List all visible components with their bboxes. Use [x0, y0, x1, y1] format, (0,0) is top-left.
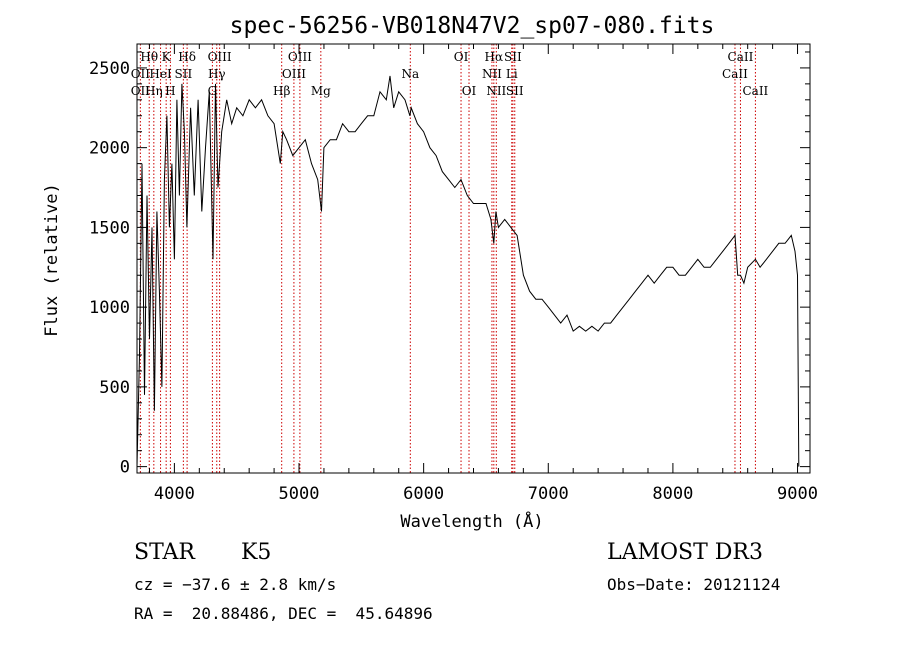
- line-label: Li: [506, 67, 518, 81]
- object-class: STAR: [134, 540, 195, 565]
- line-label: HeI: [149, 67, 172, 81]
- x-axis: 4000 5000 6000 7000 8000 9000: [148, 44, 818, 504]
- redshift-velocity: cz = −37.6 ± 2.8 km/s: [134, 575, 337, 594]
- x-tick-label: 9000: [777, 484, 818, 504]
- y-tick-label: 0: [120, 458, 130, 478]
- line-label: CaII: [728, 50, 754, 64]
- x-tick-label: 6000: [403, 484, 444, 504]
- coordinates: RA = 20.88486, DEC = 45.64896: [134, 604, 433, 623]
- line-label: Hβ: [273, 84, 290, 98]
- line-label: SII: [504, 50, 522, 64]
- line-label: OI: [462, 84, 477, 98]
- x-tick-label: 7000: [528, 484, 569, 504]
- x-tick-label: 4000: [154, 484, 195, 504]
- line-label: OIII: [282, 67, 306, 81]
- line-label: OIII: [208, 50, 232, 64]
- line-label: OI: [454, 50, 469, 64]
- line-label: OII: [131, 67, 151, 81]
- observation-date: Obs−Date: 20121124: [607, 575, 781, 594]
- y-tick-label: 2000: [89, 139, 130, 159]
- survey-name: LAMOST DR3: [607, 540, 763, 565]
- line-label: OII: [131, 84, 151, 98]
- line-label: Na: [401, 67, 419, 81]
- line-label: Hθ: [140, 50, 158, 64]
- y-tick-label: 500: [99, 378, 130, 398]
- y-axis-label: Flux (relative): [42, 183, 62, 337]
- line-label: OIII: [288, 50, 312, 64]
- y-tick-label: 2500: [89, 59, 130, 79]
- line-label: Mg: [311, 84, 331, 98]
- line-label: NII: [486, 84, 506, 98]
- x-axis-label: Wavelength (Å): [400, 510, 543, 532]
- line-label: CaII: [742, 84, 768, 98]
- line-label: SII: [506, 84, 524, 98]
- y-tick-label: 1500: [89, 218, 130, 238]
- line-label: Hγ: [208, 67, 226, 81]
- line-label: Hα: [485, 50, 504, 64]
- spectrum-line: [136, 75, 800, 467]
- line-label: CaII: [722, 67, 748, 81]
- object-subclass: K5: [241, 540, 272, 565]
- line-label: Hδ: [178, 50, 196, 64]
- line-label: G: [208, 84, 218, 98]
- y-tick-label: 1000: [89, 298, 130, 318]
- line-label: Hη: [145, 84, 163, 98]
- line-label: K: [162, 50, 172, 64]
- line-label: SII: [175, 67, 193, 81]
- line-label: NII: [482, 67, 502, 81]
- x-tick-label: 5000: [279, 484, 320, 504]
- chart-title: spec-56256-VB018N47V2_sp07-080.fits: [230, 13, 715, 39]
- spectral-line-markers: [139, 44, 756, 473]
- x-tick-label: 8000: [652, 484, 693, 504]
- line-label: H: [165, 84, 175, 98]
- y-axis: 0 500 1000 1500 2000 2500: [89, 51, 810, 478]
- plot-frame: [136, 43, 811, 474]
